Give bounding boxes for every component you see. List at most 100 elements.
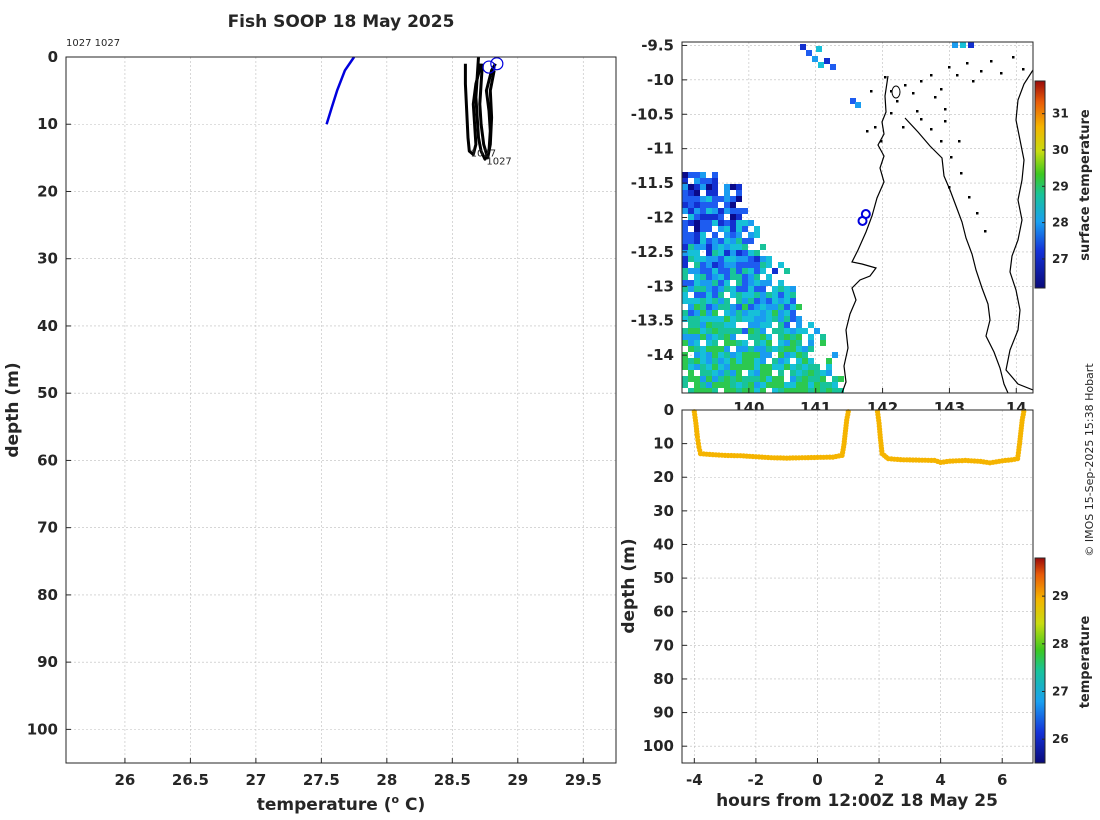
- depth-time-plot-area: [682, 410, 1033, 763]
- sst-pixel: [712, 238, 718, 244]
- depth-time-ytick-label: 50: [653, 569, 674, 587]
- sst-pixel: [754, 250, 760, 256]
- island-dot: [944, 120, 947, 123]
- sst-pixel: [718, 286, 724, 292]
- sst-pixel: [814, 382, 820, 388]
- sst-pixel: [760, 256, 766, 262]
- sst-pixel: [712, 256, 718, 262]
- sst-pixel: [682, 376, 688, 382]
- sst-pixel: [724, 328, 730, 334]
- temperature-colorbar: [1035, 558, 1045, 763]
- ship-position-marker: [860, 209, 871, 220]
- sst-pixel: [712, 376, 718, 382]
- sst-colorbar-tick-label: 28: [1052, 216, 1069, 230]
- island-dot: [930, 128, 933, 131]
- island-dot: [890, 112, 893, 115]
- sst-pixel: [790, 286, 796, 292]
- sst-pixel: [706, 358, 712, 364]
- sst-pixel: [784, 322, 790, 328]
- sst-pixel: [706, 370, 712, 376]
- sst-pixel: [742, 208, 748, 214]
- depth-time-ytick-label: 40: [653, 535, 674, 553]
- sst-pixel: [688, 256, 694, 262]
- sst-pixel: [960, 42, 966, 48]
- sst-pixel: [724, 322, 730, 328]
- sst-pixel: [712, 178, 718, 184]
- sst-pixel: [784, 334, 790, 340]
- sst-pixel: [802, 352, 808, 358]
- profile-start-marker: [482, 60, 496, 74]
- sst-pixel: [700, 232, 706, 238]
- sst-pixel: [688, 376, 694, 382]
- sst-pixel: [730, 292, 736, 298]
- profile-xtick-label: 27: [245, 771, 266, 789]
- island-outline: [891, 85, 901, 99]
- island-dot: [920, 80, 923, 83]
- sst-pixel: [700, 370, 706, 376]
- depth-time-ytick-label: 80: [653, 670, 674, 688]
- sst-pixel: [730, 196, 736, 202]
- sst-pixel: [748, 358, 754, 364]
- sst-pixel: [712, 382, 718, 388]
- sst-pixel: [712, 184, 718, 190]
- sst-pixel: [712, 190, 718, 196]
- copyright-text: © IMOS 15-Sep-2025 15:38 Hobart: [1083, 363, 1096, 557]
- sst-pixel: [682, 208, 688, 214]
- sst-pixel: [754, 256, 760, 262]
- map-ytick-label: -10.5: [631, 105, 674, 123]
- sst-pixel: [700, 316, 706, 322]
- island-dot: [866, 130, 869, 133]
- sst-pixel: [688, 328, 694, 334]
- sst-pixel: [820, 340, 826, 346]
- sst-pixel: [712, 280, 718, 286]
- sst-pixel: [694, 202, 700, 208]
- sst-pixel: [736, 208, 742, 214]
- profile-ytick-label: 70: [37, 519, 58, 537]
- sst-pixel: [778, 310, 784, 316]
- sst-pixel: [968, 42, 974, 48]
- island-dot: [944, 108, 947, 111]
- profile-series-blue: [325, 56, 356, 125]
- sst-pixel: [802, 382, 808, 388]
- sst-pixel: [700, 352, 706, 358]
- sst-colorbar-tick-label: 27: [1052, 252, 1069, 266]
- profile-xtick-label: 27.5: [303, 771, 340, 789]
- depth-time-ytick-label: 30: [653, 502, 674, 520]
- sst-pixel: [682, 280, 688, 286]
- sst-pixel: [814, 376, 820, 382]
- sst-pixel: [724, 238, 730, 244]
- sst-pixel: [694, 364, 700, 370]
- sst-pixel: [760, 298, 766, 304]
- sst-pixel: [802, 376, 808, 382]
- sst-pixel: [838, 388, 844, 393]
- sst-pixel: [682, 364, 688, 370]
- sst-pixel: [748, 322, 754, 328]
- sst-pixel: [730, 250, 736, 256]
- sst-pixel: [796, 352, 802, 358]
- sst-pixel: [790, 346, 796, 352]
- sst-pixel: [688, 358, 694, 364]
- sst-pixel: [778, 262, 784, 268]
- island-dot: [948, 186, 951, 189]
- island-dot: [874, 126, 877, 129]
- sst-pixel: [724, 316, 730, 322]
- sst-pixel: [784, 364, 790, 370]
- sst-colorbar-tick-label: 30: [1052, 143, 1069, 157]
- sst-pixel: [802, 370, 808, 376]
- sst-pixel: [700, 226, 706, 232]
- sst-pixel: [778, 352, 784, 358]
- sst-pixel: [724, 382, 730, 388]
- sst-pixel: [808, 382, 814, 388]
- sst-pixel: [778, 316, 784, 322]
- sst-pixel: [718, 316, 724, 322]
- island-dot: [966, 62, 969, 65]
- sst-pixel: [718, 256, 724, 262]
- sst-pixel: [700, 220, 706, 226]
- sst-pixel: [790, 382, 796, 388]
- sst-pixel: [706, 346, 712, 352]
- sst-pixel: [748, 280, 754, 286]
- sst-pixel: [742, 286, 748, 292]
- sst-pixel: [700, 196, 706, 202]
- depth-time-ytick-label: 70: [653, 636, 674, 654]
